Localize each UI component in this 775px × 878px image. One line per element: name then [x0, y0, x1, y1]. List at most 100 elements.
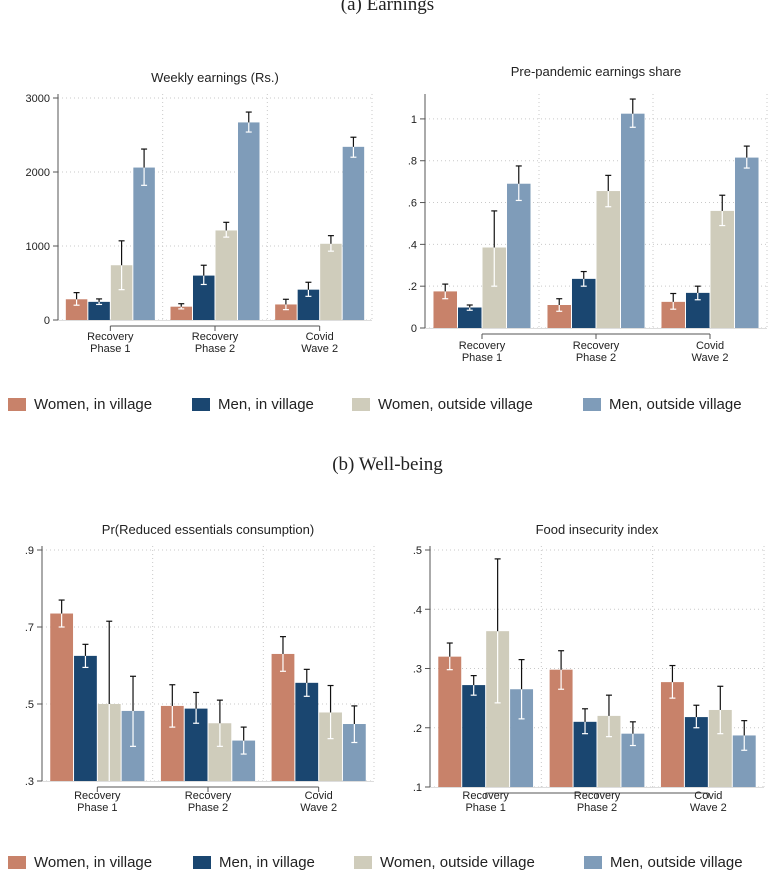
legend-item-women-outside-village: Women, outside village — [354, 854, 535, 871]
error-bar — [223, 221, 230, 238]
x-tick-label: Recovery Phase 2 — [574, 790, 621, 814]
error-bar — [351, 705, 358, 744]
bar-women-in-village — [271, 653, 295, 781]
error-bar — [169, 684, 176, 728]
bar-men-in-village — [192, 275, 215, 320]
error-bar — [130, 675, 137, 747]
error-bar — [717, 685, 724, 735]
bar-women-in-village — [547, 305, 571, 328]
bar-men-in-village — [573, 721, 597, 787]
x-tick-label: Recovery Phase 2 — [573, 340, 620, 364]
error-bar — [73, 292, 80, 306]
error-bar — [82, 643, 89, 669]
bar-women-outside-village — [319, 712, 342, 781]
error-bar — [58, 599, 65, 628]
bar-women-in-village — [549, 669, 573, 787]
legend-item-men-in-village: Men, in village — [193, 854, 315, 871]
bar-men-outside-village — [510, 689, 534, 787]
bar-women-outside-village — [597, 715, 621, 787]
error-bar — [580, 270, 587, 287]
section-title-earnings: (a) Earnings — [340, 0, 435, 15]
error-bar — [305, 281, 312, 297]
legend-item-women-in-village: Women, in village — [8, 396, 152, 413]
error-bar — [193, 691, 200, 724]
legend-swatch — [8, 856, 26, 869]
error-bar — [446, 642, 453, 671]
bar-men-outside-village — [621, 733, 645, 787]
error-bar — [670, 292, 677, 310]
error-bar — [282, 298, 289, 311]
y-tick-label: 1000 — [26, 241, 50, 253]
x-tick-label: Recovery Phase 2 — [192, 331, 239, 355]
bar-men-in-village — [297, 289, 320, 320]
legend-item-men-outside-village: Men, outside village — [583, 396, 742, 413]
error-bar — [178, 303, 185, 310]
plot-area — [430, 546, 764, 787]
bar-men-outside-village — [238, 122, 260, 320]
chart-pre-pandemic-share: Pre-pandemic earnings share 0 .2 .4 .6 .8 1 Rec… — [408, 64, 768, 364]
bar-men-in-village — [88, 301, 110, 320]
error-bar — [96, 298, 103, 306]
x-tick-label: Recovery Phase 2 — [185, 790, 232, 814]
bar-women-outside-village — [215, 230, 238, 320]
x-tick-label: Recovery Phase 1 — [87, 331, 134, 355]
y-tick-label: .3 — [413, 664, 422, 676]
x-tick-label: Recovery Phase 1 — [462, 790, 509, 814]
legend-label: Women, outside village — [378, 396, 533, 413]
bar-men-in-village — [74, 655, 97, 781]
bar-men-in-village — [457, 307, 482, 328]
bar-women-in-village — [160, 705, 184, 781]
y-tick-label: .8 — [408, 156, 417, 168]
bar-men-in-village — [684, 717, 708, 787]
legend-swatch — [8, 398, 26, 411]
bar-women-in-village — [170, 306, 192, 320]
bar-women-outside-village — [596, 191, 621, 328]
y-tick-label: .4 — [413, 604, 422, 616]
error-bar — [442, 283, 449, 300]
legend-swatch — [193, 856, 211, 869]
x-tick-label: Recovery Phase 1 — [74, 790, 121, 814]
error-bar — [470, 675, 477, 696]
y-tick-label: .2 — [413, 723, 422, 735]
bar-men-outside-village — [732, 735, 756, 787]
plot-area — [42, 546, 374, 781]
y-tick-label: .3 — [25, 776, 34, 788]
y-tick-label: 2000 — [26, 167, 50, 179]
legend-swatch — [584, 856, 602, 869]
chart-food-insecurity: Food insecurity index .1 .2 .3 .4 .5 Recovery P… — [413, 522, 765, 814]
error-bar — [743, 145, 750, 169]
bar-women-outside-village — [208, 723, 232, 781]
legend-item-men-in-village: Men, in village — [192, 396, 314, 413]
error-bar — [693, 704, 700, 729]
legend-swatch — [352, 398, 370, 411]
chart-reduced-essentials: Pr(Reduced essentials consumption) .3 .5 .7… — [25, 522, 375, 814]
bar-women-in-village — [438, 656, 462, 787]
bar-women-in-village — [433, 291, 457, 328]
legend-swatch — [583, 398, 601, 411]
chart-title: Weekly earnings (Rs.) — [151, 70, 279, 85]
error-bar — [303, 668, 310, 697]
bar-women-outside-village — [486, 631, 510, 787]
legend-swatch — [192, 398, 210, 411]
legend-label: Men, outside village — [609, 396, 742, 413]
legend-earnings: Women, in village Men, in village Women, o… — [0, 396, 775, 418]
error-bar — [118, 240, 125, 291]
error-bar — [200, 264, 207, 286]
bar-men-in-village — [571, 278, 596, 328]
error-bar — [605, 174, 612, 208]
error-bar — [669, 664, 676, 699]
legend-label: Men, in village — [218, 396, 314, 413]
y-tick-label: .9 — [25, 545, 34, 557]
bar-men-in-village — [685, 292, 710, 328]
y-tick-label: .5 — [413, 545, 422, 557]
bar-women-in-village — [65, 299, 88, 320]
error-bar — [719, 194, 726, 227]
y-tick-label: 0 — [44, 315, 50, 327]
plot-area — [58, 94, 372, 320]
error-bar — [279, 636, 286, 672]
error-bar — [518, 659, 525, 720]
bar-women-in-village — [50, 613, 74, 781]
y-tick-label: 3000 — [26, 93, 50, 105]
chart-weekly-earnings: Weekly earnings (Rs.) 0 1000 2000 3000 Recove… — [26, 70, 373, 355]
bar-women-outside-village — [110, 265, 133, 320]
